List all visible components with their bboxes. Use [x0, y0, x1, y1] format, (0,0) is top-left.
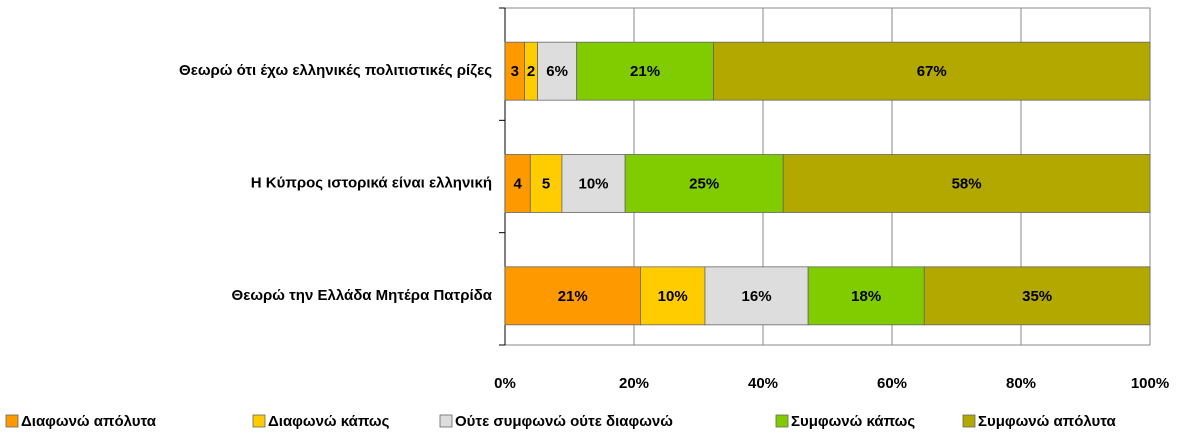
data-label: 21%	[558, 288, 588, 305]
data-label: 4	[513, 175, 522, 192]
data-label: 2	[527, 63, 535, 80]
x-tick-label: 40%	[748, 375, 778, 392]
legend-swatch	[5, 414, 19, 428]
x-tick-label: 0%	[494, 375, 516, 392]
bar-segment	[529, 154, 563, 213]
data-label: 3	[511, 63, 519, 80]
data-label: 35%	[1022, 288, 1052, 305]
y-tick-label: Θεωρώ ότι έχω ελληνικές πολιτιστικές ρίζ…	[179, 62, 492, 79]
legend-label: Συμφωνώ κάπως	[791, 413, 915, 430]
x-tick-label: 60%	[877, 375, 907, 392]
data-label: 10%	[658, 288, 688, 305]
bar-segment	[561, 154, 626, 213]
bar-segment	[640, 266, 706, 326]
y-tick-label: Η Κύπρος ιστορικά είναι ελληνική	[251, 174, 492, 191]
data-label: 6%	[546, 63, 568, 80]
bar-segment	[782, 154, 1151, 213]
x-tick-label: 100%	[1131, 375, 1169, 392]
legend-label: Ούτε συμφωνώ ούτε διαφωνώ	[455, 413, 673, 430]
data-label: 16%	[742, 288, 772, 305]
bar-segment	[624, 154, 784, 213]
data-label: 67%	[917, 63, 947, 80]
data-label: 21%	[630, 63, 660, 80]
legend-swatch	[962, 414, 976, 428]
legend-label: Συμφωνώ απόλυτα	[978, 413, 1116, 430]
legend-swatch	[252, 414, 266, 428]
legend-label: Διαφωνώ κάπως	[268, 413, 390, 430]
bar-segment	[923, 266, 1151, 326]
x-tick-label: 20%	[619, 375, 649, 392]
y-tick-label: Θεωρώ την Ελλάδα Μητέρα Πατρίδα	[232, 287, 493, 304]
data-label: 58%	[952, 175, 982, 192]
bar-segment	[704, 266, 809, 326]
x-tick-label: 80%	[1006, 375, 1036, 392]
legend-swatch	[439, 414, 453, 428]
legend-label: Διαφωνώ απόλυτα	[21, 413, 157, 430]
legend-swatch	[775, 414, 789, 428]
data-label: 10%	[579, 175, 609, 192]
bar-segment	[504, 266, 641, 326]
bar-segment	[576, 41, 714, 101]
data-label: 25%	[689, 175, 719, 192]
bar-segment	[713, 41, 1151, 101]
bar-segment	[807, 266, 925, 326]
data-label: 5	[542, 175, 550, 192]
data-label: 18%	[851, 288, 881, 305]
